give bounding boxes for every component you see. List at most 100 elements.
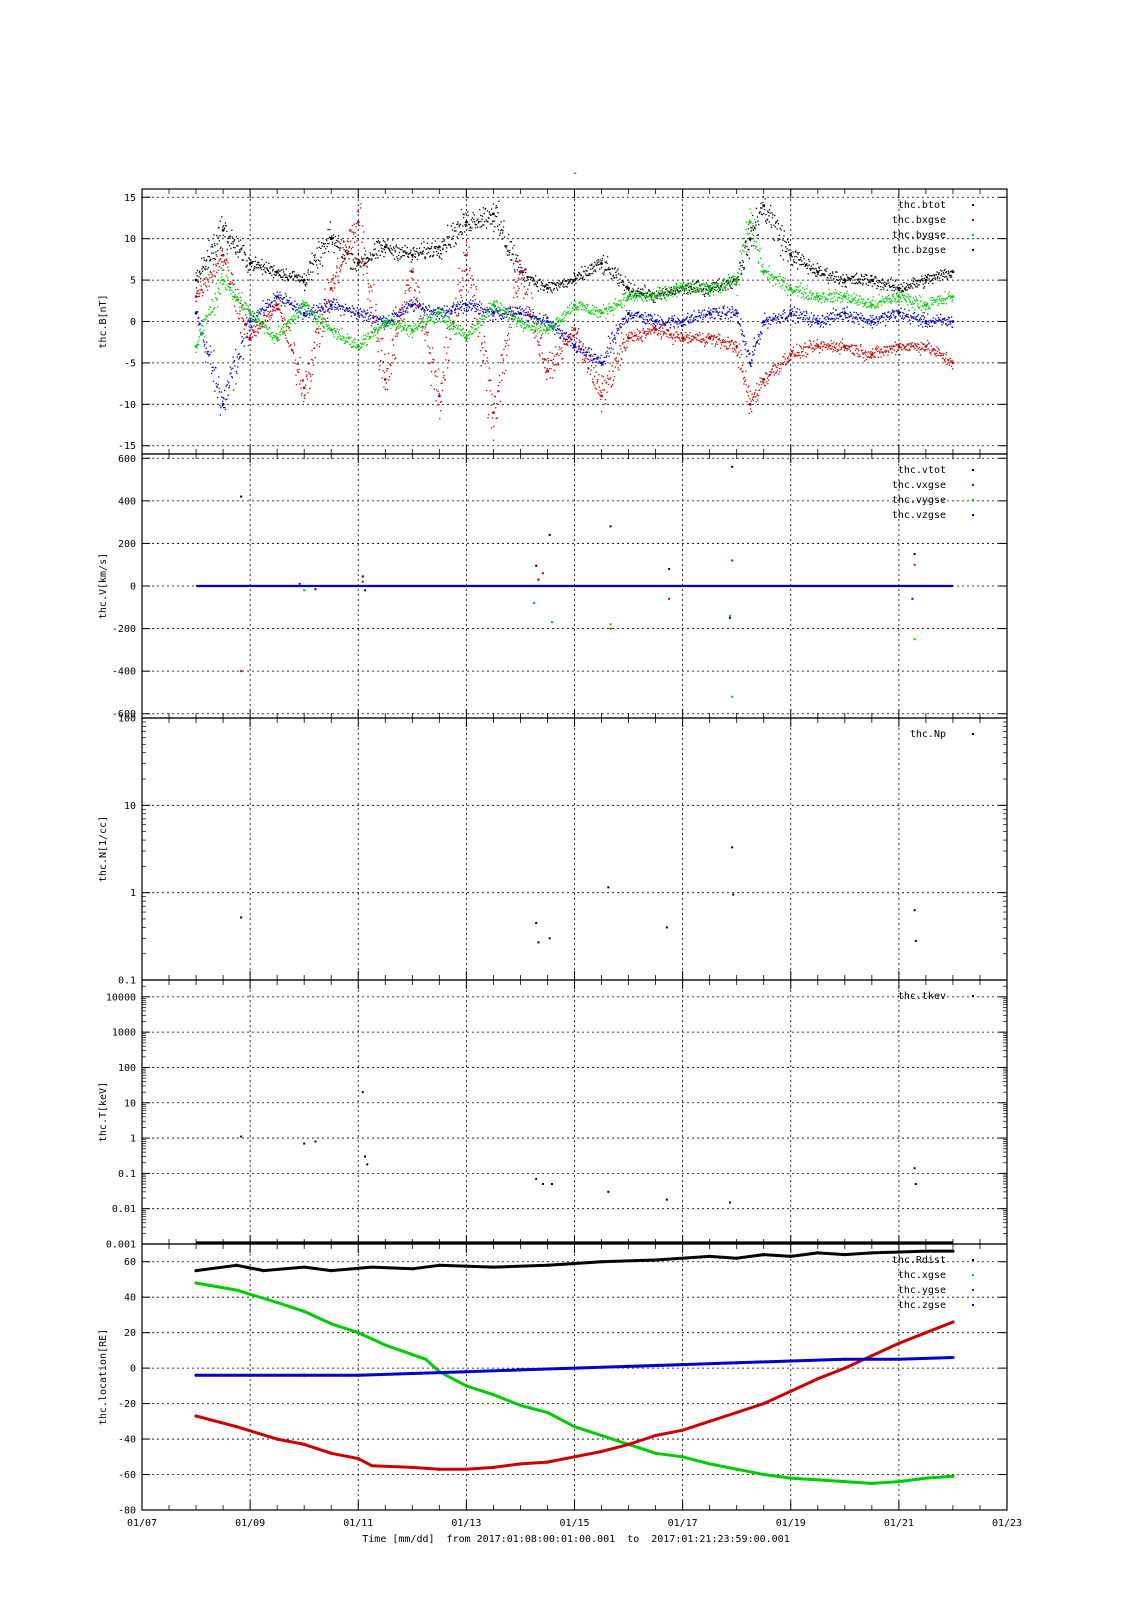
thc-bxgse-point bbox=[595, 371, 597, 373]
thc-bzgse-point bbox=[915, 316, 917, 318]
thc-bxgse-point bbox=[545, 359, 547, 361]
thc-btot-point bbox=[852, 276, 855, 278]
thc-btot-point bbox=[772, 214, 774, 216]
thc-btot-point bbox=[413, 247, 415, 249]
thc-btot-point bbox=[392, 239, 394, 241]
thc-bxgse-point bbox=[457, 283, 459, 286]
thc-btot-point bbox=[494, 226, 496, 228]
thc-btot-point bbox=[458, 233, 460, 235]
thc-btot-point bbox=[392, 254, 394, 256]
thc-bzgse-point bbox=[684, 318, 686, 321]
thc-bxgse-point bbox=[311, 373, 314, 376]
thc-bxgse-point bbox=[649, 329, 651, 331]
thc-bxgse-point bbox=[729, 345, 731, 347]
thc-bxgse-point bbox=[570, 339, 572, 341]
thc-btot-point bbox=[727, 288, 729, 290]
thc-bxgse-point bbox=[609, 378, 611, 380]
thc-bzgse-point bbox=[717, 314, 719, 316]
thc-bzgse-point bbox=[312, 306, 315, 309]
thc-bzgse-point bbox=[924, 325, 927, 327]
thc-bxgse-point bbox=[537, 318, 539, 320]
thc-btot-point bbox=[765, 214, 767, 216]
thc-bzgse-point bbox=[456, 305, 458, 307]
thc-bzgse-point bbox=[720, 318, 722, 321]
thc-btot-point bbox=[348, 250, 350, 252]
thc-bzgse-point bbox=[393, 315, 395, 318]
thc-bxgse-point bbox=[447, 346, 449, 348]
thc-btot-point bbox=[855, 274, 857, 276]
thc-bzgse-point bbox=[627, 313, 629, 316]
thc-btot-anchor bbox=[843, 278, 847, 282]
thc-btot-point bbox=[800, 264, 802, 266]
thc-bxgse-point bbox=[856, 352, 858, 355]
thc-btot-point bbox=[311, 252, 313, 254]
thc-bxgse-point bbox=[650, 333, 652, 335]
thc-bxgse-point bbox=[872, 348, 874, 350]
thc-bxgse-point bbox=[583, 361, 585, 363]
thc-btot-point bbox=[380, 244, 382, 246]
thc-bxgse-point bbox=[441, 382, 443, 385]
thc-bxgse-point bbox=[617, 367, 619, 369]
thc-bzgse-point bbox=[757, 334, 759, 336]
thc-bxgse-point bbox=[405, 310, 407, 312]
thc-btot-point bbox=[760, 213, 763, 215]
thc-btot-point bbox=[357, 252, 359, 255]
thc-btot-point bbox=[850, 278, 852, 280]
thc-bzgse-point bbox=[260, 310, 262, 312]
thc-bzgse-point bbox=[772, 317, 774, 319]
thc-bzgse-point bbox=[657, 314, 659, 316]
thc-bxgse-point bbox=[754, 396, 756, 398]
thc-btot-point bbox=[439, 249, 441, 251]
thc-bzgse-point bbox=[753, 353, 755, 355]
thc-btot-point bbox=[737, 276, 739, 278]
thc-bzgse-point bbox=[854, 317, 856, 319]
thc-bzgse-point bbox=[395, 306, 397, 308]
thc-bzgse-point bbox=[725, 314, 727, 316]
thc-bxgse-point bbox=[272, 308, 274, 311]
thc-bxgse-point bbox=[207, 281, 210, 283]
thc-btot-point bbox=[555, 284, 557, 286]
thc-btot-point bbox=[940, 273, 943, 275]
thc-btot-point bbox=[556, 289, 559, 291]
thc-bzgse-point bbox=[700, 314, 703, 316]
thc-bxgse-point bbox=[387, 352, 390, 355]
thc-btot-point bbox=[854, 279, 856, 281]
thc-bzgse-point bbox=[760, 332, 762, 334]
thc-btot-point bbox=[340, 239, 342, 241]
thc-btot-point bbox=[764, 198, 766, 200]
thc-bzgse-point bbox=[671, 315, 673, 317]
thc-btot-point bbox=[255, 267, 257, 269]
thc-bxgse-point bbox=[366, 272, 368, 274]
thc-bzgse-point bbox=[772, 318, 774, 320]
thc-bxgse-point bbox=[719, 334, 721, 336]
thc-btot-point bbox=[525, 268, 527, 270]
thc-btot-point bbox=[305, 274, 308, 277]
thc-btot-point bbox=[222, 234, 224, 236]
thc-btot-point bbox=[582, 278, 584, 280]
thc-bxgse-point bbox=[251, 328, 253, 331]
thc-btot-point bbox=[849, 279, 851, 282]
thc-bzgse-point bbox=[876, 320, 878, 323]
thc-bzgse-point bbox=[199, 323, 201, 325]
thc-btot-point bbox=[623, 289, 626, 291]
thc-bxgse-point bbox=[467, 273, 469, 275]
thc-bzgse-point bbox=[314, 309, 316, 312]
thc-bzgse-point bbox=[626, 321, 628, 324]
thc-bxgse-point bbox=[515, 292, 517, 295]
thc-bxgse-point bbox=[696, 339, 698, 341]
thc-bxgse-point bbox=[384, 353, 386, 355]
thc-bzgse-point bbox=[386, 325, 388, 327]
thc-bzgse-point bbox=[682, 324, 684, 326]
thc-btot-point bbox=[382, 240, 385, 242]
thc-bzgse-point bbox=[198, 322, 200, 324]
thc-bxgse-point bbox=[433, 388, 435, 390]
thc-bzgse-point bbox=[916, 319, 918, 321]
thc-bzgse-point bbox=[699, 317, 702, 319]
thc-bzgse-point bbox=[660, 318, 663, 320]
thc-bxgse-point bbox=[236, 312, 238, 315]
thc-bxgse-point bbox=[579, 347, 582, 350]
thc-bxgse-point bbox=[349, 240, 352, 242]
thc-bzgse-point bbox=[297, 308, 299, 310]
thc-btot-point bbox=[591, 268, 594, 270]
thc-bxgse-point bbox=[480, 349, 482, 352]
